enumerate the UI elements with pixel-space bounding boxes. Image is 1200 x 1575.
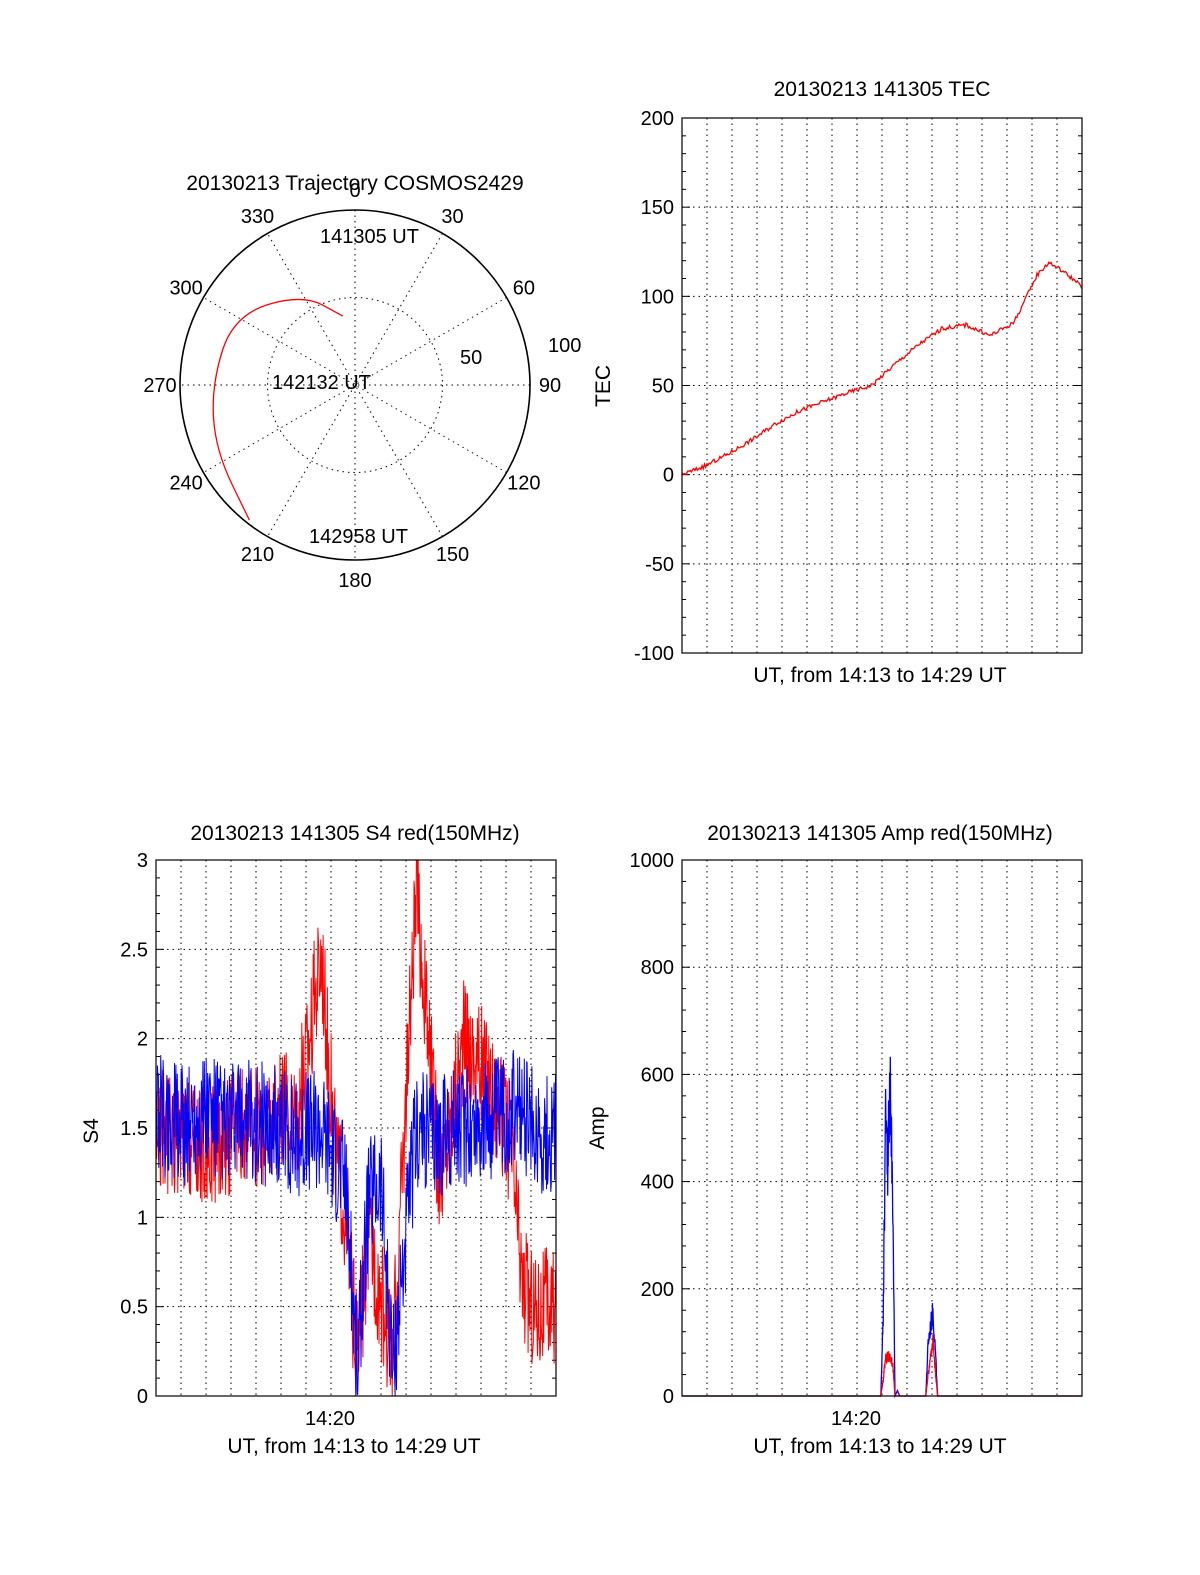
- tec-ytick-label: 50: [652, 376, 674, 398]
- tec-ytick-label: 100: [641, 286, 674, 308]
- tec-y-ticks: 200 150 100 50 0 -50 -100: [634, 108, 1082, 665]
- amp-ytick-label: 1000: [630, 850, 675, 872]
- polar-angle-ticks: 0 30 60 90 120 150 180 210 240 270 300 330: [143, 180, 561, 592]
- polar-grid: [179, 209, 531, 561]
- polar-spoke: [267, 233, 443, 537]
- radial-label-100: 100: [548, 335, 581, 357]
- polar-angle-tick-label: 0: [349, 180, 360, 202]
- tec-panel: 20130213 141305 TEC 200150100500-50-100 …: [592, 78, 1083, 687]
- polar-title: 20130213 Trajectory COSMOS2429: [186, 172, 523, 195]
- s4-title: 20130213 141305 S4 red(150MHz): [190, 822, 519, 845]
- polar-panel: 20130213 Trajectory COSMOS2429 0 30 60 90 12…: [143, 172, 581, 592]
- polar-angle-tick-label: 270: [143, 375, 176, 397]
- amp-xlabel: UT, from 14:13 to 14:29 UT: [753, 1435, 1006, 1458]
- tec-series-line: [681, 261, 1083, 476]
- polar-angle-tick-label: 210: [241, 544, 274, 566]
- s4-ylabel: S4: [80, 1118, 103, 1144]
- s4-ytick-label: 0: [137, 1386, 148, 1408]
- polar-angle-tick-label: 180: [338, 570, 371, 592]
- s4-ytick-label: 0.5: [120, 1297, 148, 1319]
- polar-angle-tick-label: 30: [441, 206, 463, 228]
- trajectory-line: [212, 298, 344, 521]
- tec-frame: [681, 117, 1083, 654]
- amp-ytick-label: 400: [641, 1172, 674, 1194]
- polar-spoke: [267, 233, 443, 537]
- amp-ytick-label: 800: [641, 957, 674, 979]
- polar-angle-tick-label: 240: [169, 473, 202, 495]
- amp-grid: [682, 860, 1082, 1396]
- tec-ytick-label: -50: [645, 554, 674, 576]
- polar-inner-circle: [267, 297, 443, 473]
- polar-angle-tick-label: 150: [436, 544, 469, 566]
- tec-xlabel: UT, from 14:13 to 14:29 UT: [753, 664, 1006, 687]
- traj-start-label: 141305 UT: [320, 226, 419, 248]
- s4-blue-series-line: [155, 1049, 557, 1397]
- amp-frame: [681, 859, 1083, 1397]
- s4-ytick-label: 1: [137, 1207, 148, 1229]
- amp-y-ticks: 1000 800 600 400 200 0: [630, 850, 1082, 1408]
- s4-xlabel: UT, from 14:13 to 14:29 UT: [227, 1435, 480, 1458]
- traj-mid-label: 142132 UT: [272, 372, 371, 394]
- s4-panel: 20130213 141305 S4 red(150MHz) 3 2.5 2 1.5 1…: [80, 822, 557, 1458]
- s4-ytick-label: 3: [137, 850, 148, 872]
- polar-angle-tick-label: 60: [513, 278, 535, 300]
- amp-ytick-label: 0: [663, 1386, 674, 1408]
- s4-frame: [155, 859, 557, 1397]
- polar-spoke: [203, 297, 507, 473]
- tec-ytick-label: 0: [663, 465, 674, 487]
- s4-ytick-label: 2: [137, 1029, 148, 1051]
- amp-ytick-label: 600: [641, 1064, 674, 1086]
- tec-grid: [682, 118, 1082, 653]
- amp-panel: 20130213 141305 Amp red(150MHz) 1000 800 6…: [586, 822, 1083, 1458]
- tec-title: 20130213 141305 TEC: [774, 78, 991, 101]
- s4-ytick-label: 1.5: [120, 1118, 148, 1140]
- traj-end-label: 142958 UT: [309, 526, 408, 548]
- s4-xtick-label: 14:20: [305, 1408, 355, 1430]
- polar-angle-tick-label: 120: [507, 473, 540, 495]
- tec-ylabel: TEC: [592, 365, 615, 407]
- radial-label-50: 50: [460, 347, 482, 369]
- polar-spoke: [203, 297, 507, 473]
- polar-angle-tick-label: 330: [241, 206, 274, 228]
- polar-angle-tick-label: 90: [539, 375, 561, 397]
- tec-ytick-label: -100: [634, 643, 674, 665]
- polar-angle-tick-label: 300: [169, 278, 202, 300]
- amp-ylabel: Amp: [586, 1106, 609, 1149]
- tec-ytick-label: 150: [641, 197, 674, 219]
- amp-ytick-label: 200: [641, 1279, 674, 1301]
- amp-xtick-label: 14:20: [831, 1408, 881, 1430]
- tec-ytick-label: 200: [641, 108, 674, 130]
- amp-title: 20130213 141305 Amp red(150MHz): [707, 822, 1053, 845]
- s4-ytick-label: 2.5: [120, 939, 148, 961]
